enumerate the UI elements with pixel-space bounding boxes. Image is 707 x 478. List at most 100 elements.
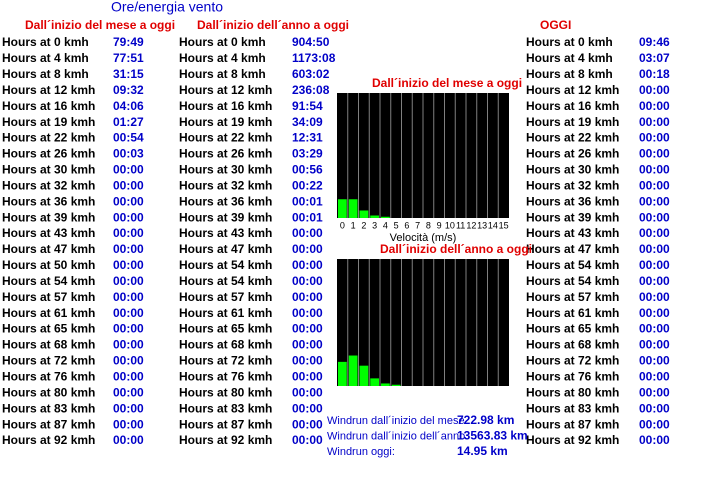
row-label: Hours at 61 kmh: [2, 306, 95, 320]
x-axis-label: Velocità (m/s): [390, 232, 457, 244]
x-tick-label: 4: [383, 220, 388, 230]
row-label: Hours at 43 kmh: [526, 226, 619, 240]
page-title: Ore/energia vento: [111, 0, 223, 15]
x-tick-label: 1: [351, 220, 356, 230]
row-value: 00:00: [113, 417, 144, 431]
row-label: Hours at 16 kmh: [526, 99, 619, 113]
row-label: Hours at 26 kmh: [526, 147, 619, 161]
row-label: Hours at 54 kmh: [179, 274, 272, 288]
row-label: Hours at 4 kmh: [2, 51, 89, 65]
row-label: Hours at 87 kmh: [526, 417, 619, 431]
row-value: 00:00: [639, 194, 670, 208]
row-label: Hours at 32 kmh: [2, 178, 95, 192]
row-label: Hours at 36 kmh: [2, 194, 95, 208]
row-label: Hours at 50 kmh: [2, 258, 95, 272]
row-value: 77:51: [113, 51, 144, 65]
row-label: Hours at 72 kmh: [2, 354, 95, 368]
row-value: 00:00: [639, 115, 670, 129]
row-value: 00:00: [113, 401, 144, 415]
row-value: 91:54: [292, 99, 323, 113]
windrun-label: Windrun dall´inizio dell´anno: [327, 430, 465, 442]
row-label: Hours at 92 kmh: [526, 433, 619, 447]
row-label: Hours at 57 kmh: [2, 290, 95, 304]
row-label: Hours at 39 kmh: [526, 210, 619, 224]
row-label: Hours at 8 kmh: [2, 67, 89, 81]
row-label: Hours at 68 kmh: [179, 338, 272, 352]
row-label: Hours at 12 kmh: [179, 83, 272, 97]
x-tick-label: 2: [361, 220, 366, 230]
row-value: 00:00: [292, 385, 323, 399]
row-value: 1173:08: [292, 51, 336, 65]
bar: [348, 199, 358, 218]
row-label: Hours at 36 kmh: [526, 194, 619, 208]
row-label: Hours at 80 kmh: [2, 385, 95, 399]
row-value: 00:00: [639, 306, 670, 320]
row-label: Hours at 68 kmh: [526, 338, 619, 352]
row-label: Hours at 30 kmh: [179, 163, 272, 177]
bar: [370, 378, 379, 386]
row-label: Hours at 65 kmh: [179, 322, 272, 336]
row-value: 00:00: [292, 401, 323, 415]
row-value: 00:22: [292, 178, 323, 192]
row-value: 00:01: [292, 210, 323, 224]
row-value: 09:32: [113, 83, 144, 97]
row-value: 00:00: [113, 226, 144, 240]
row-value: 00:00: [292, 290, 323, 304]
row-label: Hours at 76 kmh: [2, 369, 95, 383]
row-label: Hours at 22 kmh: [2, 131, 95, 145]
row-value: 00:01: [292, 194, 323, 208]
bar: [338, 361, 347, 386]
row-value: 00:00: [113, 338, 144, 352]
windrun-value: 14.95 km: [457, 444, 508, 458]
row-value: 04:06: [113, 99, 144, 113]
x-tick-label: 5: [394, 220, 399, 230]
row-value: 00:00: [292, 433, 323, 447]
row-label: Hours at 72 kmh: [526, 354, 619, 368]
chart-title: Dall´inizio dell´anno a oggi: [380, 242, 532, 256]
row-label: Hours at 61 kmh: [526, 306, 619, 320]
row-value: 00:00: [639, 147, 670, 161]
row-value: 00:00: [292, 226, 323, 240]
row-label: Hours at 83 kmh: [179, 401, 272, 415]
x-tick-label: 11: [456, 220, 465, 230]
chart-title: Dall´inizio del mese a oggi: [372, 76, 522, 90]
row-label: Hours at 36 kmh: [179, 194, 272, 208]
row-value: 603:02: [292, 67, 330, 81]
row-label: Hours at 30 kmh: [526, 163, 619, 177]
x-tick-label: 9: [437, 220, 442, 230]
x-tick-label: 8: [426, 220, 431, 230]
row-value: 00:00: [639, 226, 670, 240]
row-label: Hours at 26 kmh: [2, 147, 95, 161]
x-tick-label: 10: [445, 220, 455, 230]
row-label: Hours at 22 kmh: [526, 131, 619, 145]
row-value: 03:07: [639, 51, 670, 65]
row-value: 01:27: [113, 115, 144, 129]
bar: [391, 384, 401, 386]
row-label: Hours at 12 kmh: [526, 83, 619, 97]
row-label: Hours at 54 kmh: [526, 258, 619, 272]
row-value: 00:00: [113, 433, 144, 447]
row-value: 00:00: [639, 354, 670, 368]
row-value: 34:09: [292, 115, 323, 129]
windrun-label: Windrun dall´inizio del mese: [327, 415, 465, 427]
row-value: 00:00: [113, 369, 144, 383]
row-label: Hours at 32 kmh: [179, 178, 272, 192]
row-value: 31:15: [113, 67, 144, 81]
row-value: 00:00: [113, 354, 144, 368]
row-value: 00:03: [113, 147, 144, 161]
bar: [370, 215, 379, 218]
windrun-label: Windrun oggi:: [327, 446, 395, 458]
row-label: Hours at 0 kmh: [2, 35, 89, 49]
row-value: 00:00: [113, 210, 144, 224]
row-label: Hours at 22 kmh: [179, 131, 272, 145]
row-label: Hours at 4 kmh: [526, 51, 613, 65]
row-value: 00:00: [113, 290, 144, 304]
row-value: 00:00: [639, 210, 670, 224]
row-value: 00:00: [292, 258, 323, 272]
row-value: 904:50: [292, 35, 330, 49]
row-label: Hours at 80 kmh: [179, 385, 272, 399]
row-value: 00:00: [639, 385, 670, 399]
row-label: Hours at 4 kmh: [179, 51, 266, 65]
row-value: 00:00: [639, 99, 670, 113]
